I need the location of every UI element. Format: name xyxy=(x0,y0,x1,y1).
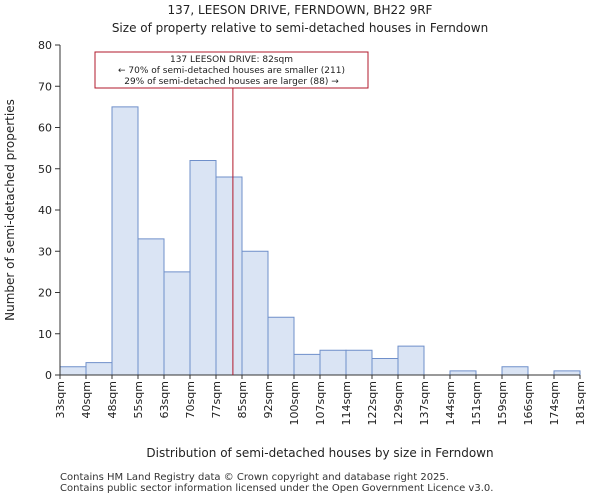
x-tick-label: 100sqm xyxy=(288,381,301,425)
x-tick-label: 181sqm xyxy=(574,381,587,425)
y-tick-label: 0 xyxy=(45,369,52,382)
x-tick-label: 107sqm xyxy=(314,381,327,425)
y-tick-label: 10 xyxy=(38,328,52,341)
footer-line-1: Contains HM Land Registry data © Crown c… xyxy=(60,472,449,483)
y-ticks-group: 0 10 20 30 40 50 60 70 80 xyxy=(38,39,60,382)
bar-63sqm xyxy=(163,271,191,376)
bar-159sqm xyxy=(501,366,529,376)
bar-70sqm xyxy=(189,160,217,376)
y-axis-label: Number of semi-detached properties xyxy=(3,99,17,321)
chart: 137, LEESON DRIVE, FERNDOWN, BH22 9RF Si… xyxy=(3,3,587,460)
x-tick-label: 40sqm xyxy=(80,381,93,418)
y-tick-label: 30 xyxy=(38,245,52,258)
chart-subtitle: Size of property relative to semi-detach… xyxy=(112,21,488,35)
bar-107sqm xyxy=(319,349,347,376)
x-tick-label: 144sqm xyxy=(444,381,457,425)
y-tick-label: 40 xyxy=(38,204,52,217)
bar-114sqm xyxy=(345,349,373,376)
y-tick-label: 50 xyxy=(38,163,52,176)
x-tick-label: 33sqm xyxy=(54,381,67,418)
bar-33sqm xyxy=(59,366,87,376)
x-tick-label: 48sqm xyxy=(106,381,119,418)
y-tick-label: 80 xyxy=(38,39,52,52)
bar-100sqm xyxy=(293,353,321,376)
bar-174sqm xyxy=(553,370,581,376)
annotation-box xyxy=(94,51,369,89)
y-tick-label: 70 xyxy=(38,80,52,93)
x-tick-label: 63sqm xyxy=(158,381,171,418)
footer-line-2: Contains public sector information licen… xyxy=(60,483,494,494)
x-tick-label: 92sqm xyxy=(262,381,275,418)
x-axis-label: Distribution of semi-detached houses by … xyxy=(146,446,493,460)
bar-85sqm xyxy=(241,250,269,376)
bars-group xyxy=(59,106,581,376)
footer: Contains HM Land Registry data © Crown c… xyxy=(60,472,493,494)
x-tick-label: 137sqm xyxy=(418,381,431,425)
x-tick-label: 159sqm xyxy=(496,381,509,425)
y-tick-label: 60 xyxy=(38,122,52,135)
x-tick-label: 70sqm xyxy=(184,381,197,418)
annotation-line-2: ← 70% of semi-detached houses are smalle… xyxy=(118,66,345,76)
bar-144sqm xyxy=(449,370,477,376)
bar-48sqm xyxy=(111,106,139,376)
bar-77sqm xyxy=(215,176,243,376)
x-tick-label: 174sqm xyxy=(548,381,561,425)
x-ticks-group: 33sqm 40sqm 48sqm 55sqm 63sqm 70sqm 77sqm 85sqm… xyxy=(54,375,587,425)
x-tick-label: 85sqm xyxy=(236,381,249,418)
x-tick-label: 55sqm xyxy=(132,381,145,418)
x-tick-label: 122sqm xyxy=(366,381,379,425)
bar-40sqm xyxy=(85,362,113,376)
bar-122sqm xyxy=(371,358,399,376)
x-tick-label: 114sqm xyxy=(340,381,353,425)
x-tick-label: 129sqm xyxy=(392,381,405,425)
annotation-line-1: 137 LEESON DRIVE: 82sqm xyxy=(170,55,293,65)
bar-55sqm xyxy=(137,238,165,376)
bar-92sqm xyxy=(267,316,295,376)
bar-129sqm xyxy=(397,345,425,376)
chart-title: 137, LEESON DRIVE, FERNDOWN, BH22 9RF xyxy=(168,3,433,17)
x-tick-label: 151sqm xyxy=(470,381,483,425)
y-tick-label: 20 xyxy=(38,287,52,300)
x-tick-label: 77sqm xyxy=(210,381,223,418)
x-tick-label: 166sqm xyxy=(522,381,535,425)
annotation-line-3: 29% of semi-detached houses are larger (… xyxy=(124,77,339,87)
